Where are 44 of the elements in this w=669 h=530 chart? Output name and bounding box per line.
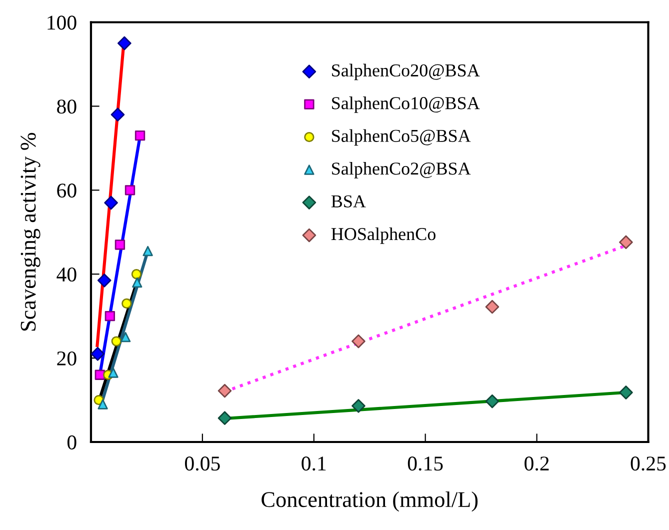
- point: [108, 368, 118, 378]
- point: [104, 196, 118, 210]
- point: [485, 394, 500, 408]
- x-tick-label: 0.05: [185, 456, 220, 471]
- point: [485, 300, 500, 314]
- point: [218, 384, 232, 398]
- point: [98, 399, 108, 410]
- legend-label: SalphenCo20@BSA: [332, 64, 480, 80]
- point: [104, 311, 116, 322]
- y-tick-label: 60: [57, 184, 76, 198]
- point: [132, 277, 142, 288]
- point: [218, 411, 232, 425]
- point: [124, 185, 136, 196]
- point: [352, 334, 366, 348]
- y-tick-label: 20: [57, 351, 76, 366]
- point: [352, 399, 366, 413]
- legend-label: SalphenCo5@BSA: [332, 129, 471, 146]
- point: [131, 269, 142, 280]
- legend-label: HOSalphenCo: [331, 227, 436, 244]
- y-axis-title: Scavenging activity %: [20, 132, 40, 331]
- point: [619, 386, 633, 400]
- legend-label: SalphenCo10@BSA: [332, 96, 480, 113]
- legend-label: SalphenCo2@BSA: [332, 162, 471, 178]
- legend-label: BSA: [331, 195, 366, 208]
- point: [110, 108, 125, 122]
- point: [120, 332, 131, 342]
- y-tick-label: 40: [56, 267, 76, 282]
- point: [142, 246, 153, 256]
- point: [619, 235, 633, 250]
- y-tick-label: 0: [67, 435, 76, 450]
- x-tick-label: 0.25: [630, 456, 666, 471]
- point: [111, 336, 122, 346]
- x-tick-label: 0.15: [408, 456, 443, 471]
- point: [122, 298, 132, 309]
- y-tick-label: 100: [48, 16, 76, 30]
- point: [134, 130, 146, 141]
- point: [97, 274, 112, 288]
- y-tick-label: 80: [57, 100, 76, 114]
- point: [90, 346, 105, 361]
- point: [114, 240, 126, 250]
- x-tick-label: 0.2: [524, 456, 549, 471]
- x-axis-title: Concentration (mmol/L): [262, 491, 478, 512]
- point: [118, 36, 132, 50]
- x-tick-label: 0.1: [302, 456, 326, 471]
